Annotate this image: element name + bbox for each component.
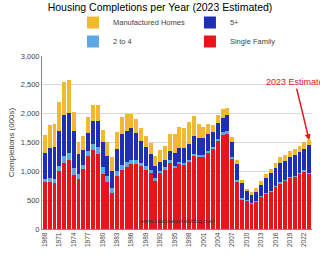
svg-text:2,500: 2,500	[21, 80, 40, 89]
svg-text:2016: 2016	[272, 232, 279, 247]
svg-text:3,000: 3,000	[21, 52, 40, 61]
svg-text:2022: 2022	[300, 232, 307, 247]
svg-text:1,500: 1,500	[21, 138, 40, 147]
svg-text:2 to 4: 2 to 4	[113, 37, 132, 46]
svg-text:1998: 1998	[185, 232, 192, 247]
svg-text:2001: 2001	[200, 232, 207, 247]
svg-text:Housing Completions per Year (: Housing Completions per Year (2023 Estim…	[48, 1, 273, 13]
svg-text:1968: 1968	[41, 232, 48, 247]
svg-text:1992: 1992	[156, 232, 163, 247]
svg-text:2010: 2010	[243, 232, 250, 247]
svg-text:1,000: 1,000	[21, 167, 40, 176]
svg-text:1974: 1974	[70, 232, 77, 247]
svg-text:1980: 1980	[99, 232, 106, 247]
svg-text:Single Family: Single Family	[230, 37, 275, 46]
svg-text:2019: 2019	[286, 232, 293, 247]
svg-text:2013: 2013	[257, 232, 264, 247]
svg-text:1995: 1995	[171, 232, 178, 247]
svg-text:2004: 2004	[214, 232, 221, 247]
svg-text:2023 Estimate: 2023 Estimate	[266, 77, 320, 87]
svg-text:www.calculatedriskblog.com: www.calculatedriskblog.com	[139, 218, 215, 224]
svg-text:2,000: 2,000	[21, 109, 40, 118]
svg-text:0: 0	[35, 225, 39, 234]
svg-text:Completions (000s): Completions (000s)	[7, 107, 16, 177]
svg-text:2007: 2007	[228, 232, 235, 247]
svg-text:500: 500	[27, 196, 40, 205]
svg-text:1977: 1977	[84, 232, 91, 247]
svg-text:1971: 1971	[55, 232, 62, 247]
svg-text:1986: 1986	[127, 232, 134, 247]
svg-text:1983: 1983	[113, 232, 120, 247]
svg-text:Manufactured Homes: Manufactured Homes	[113, 18, 185, 27]
svg-text:5+: 5+	[230, 18, 239, 27]
svg-text:1989: 1989	[142, 232, 149, 247]
